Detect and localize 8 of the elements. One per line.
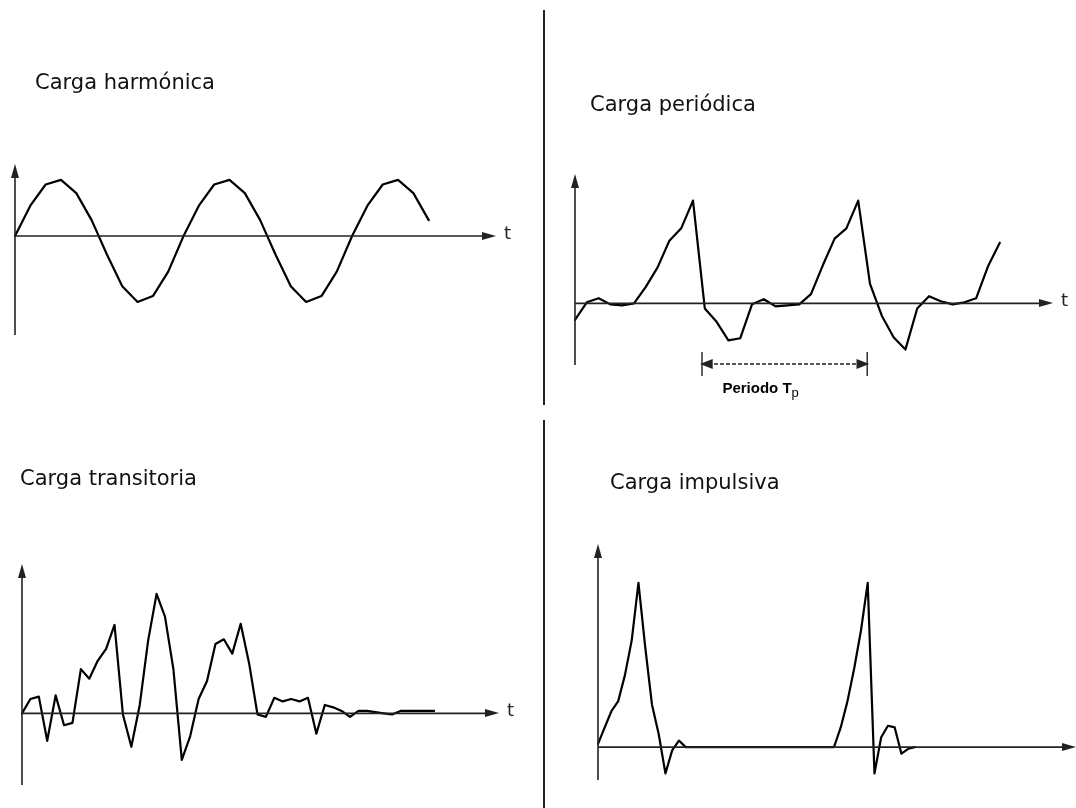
x-axis-title: t — [507, 699, 515, 721]
text: Periodo T$_{p}$ — [722, 379, 799, 400]
x-axis-title: t — [504, 221, 512, 243]
chart-title: Carga transitoria — [20, 466, 197, 490]
chart-title: Carga harmónica — [35, 70, 215, 94]
chart-title: Carga impulsiva — [610, 470, 780, 494]
x-axis-title: t — [1061, 289, 1069, 311]
chart-title: Carga periódica — [590, 92, 756, 116]
